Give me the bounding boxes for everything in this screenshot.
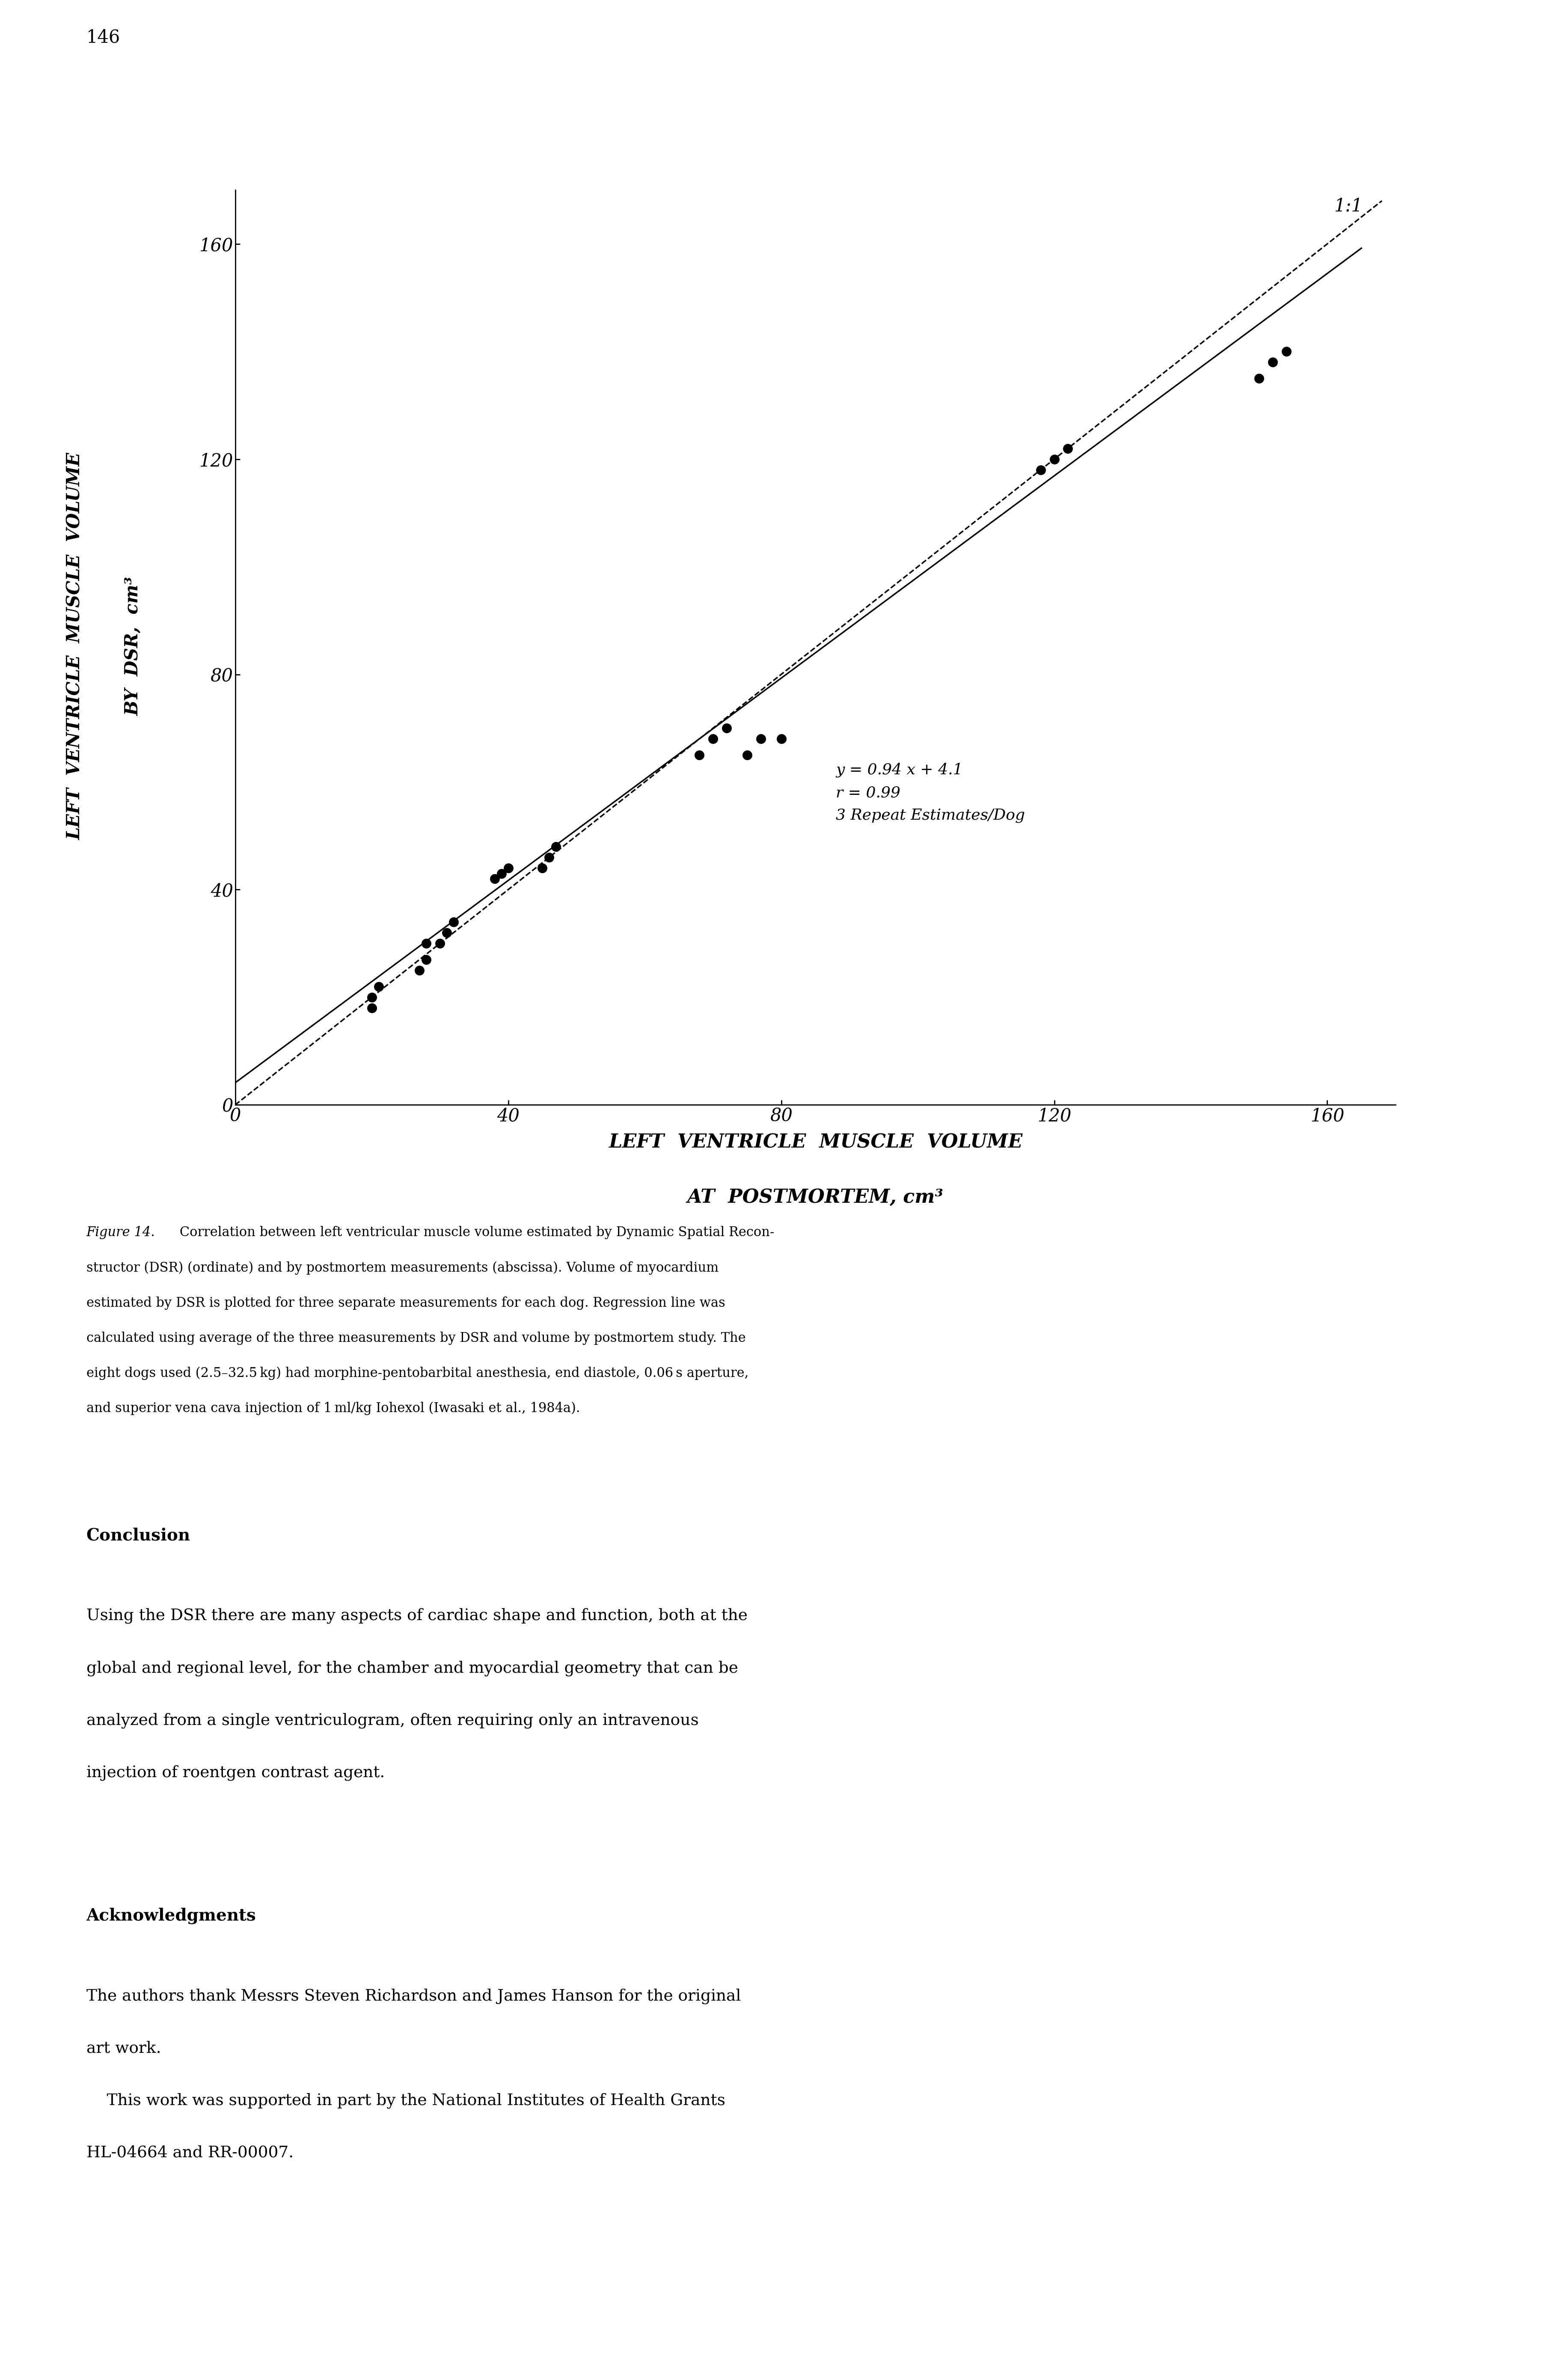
Point <box>768 720 793 758</box>
Text: Acknowledgments: Acknowledgments <box>86 1908 256 1925</box>
Text: structor (DSR) (ordinate) and by postmortem measurements (abscissa). Volume of m: structor (DSR) (ordinate) and by postmor… <box>86 1262 718 1274</box>
Text: calculated using average of the three measurements by DSR and volume by postmort: calculated using average of the three me… <box>86 1331 746 1345</box>
Point <box>734 737 759 775</box>
Text: This work was supported in part by the National Institutes of Health Grants: This work was supported in part by the N… <box>86 2093 724 2108</box>
Point <box>687 737 712 775</box>
Text: Figure 14.: Figure 14. <box>86 1226 155 1240</box>
Point <box>1247 359 1272 397</box>
Text: The authors thank Messrs Steven Richardson and James Hanson for the original: The authors thank Messrs Steven Richards… <box>86 1989 740 2003</box>
Text: LEFT  VENTRICLE  MUSCLE  VOLUME: LEFT VENTRICLE MUSCLE VOLUME <box>66 451 85 841</box>
Point <box>441 903 466 941</box>
Point <box>544 827 569 865</box>
Point <box>1055 430 1080 468</box>
Text: LEFT  VENTRICLE  MUSCLE  VOLUME: LEFT VENTRICLE MUSCLE VOLUME <box>608 1133 1022 1152</box>
Point <box>495 848 521 886</box>
Point <box>359 979 384 1017</box>
Point <box>1273 333 1298 371</box>
Point <box>701 720 726 758</box>
Point <box>530 848 555 886</box>
Point <box>408 950 433 988</box>
Point <box>1041 440 1066 478</box>
Text: Conclusion: Conclusion <box>86 1528 190 1544</box>
Point <box>359 988 384 1026</box>
Point <box>748 720 773 758</box>
Point <box>489 855 514 893</box>
Point <box>414 941 439 979</box>
Text: y = 0.94 x + 4.1
r = 0.99
3 Repeat Estimates/Dog: y = 0.94 x + 4.1 r = 0.99 3 Repeat Estim… <box>836 763 1025 822</box>
Text: estimated by DSR is plotted for three separate measurements for each dog. Regres: estimated by DSR is plotted for three se… <box>86 1297 724 1309</box>
Point <box>713 708 739 746</box>
Point <box>434 915 459 953</box>
Point <box>536 839 561 877</box>
Text: Using the DSR there are many aspects of cardiac shape and function, both at the: Using the DSR there are many aspects of … <box>86 1609 748 1623</box>
Point <box>365 967 390 1005</box>
Point <box>428 924 453 962</box>
Point <box>1261 342 1286 380</box>
Text: and superior vena cava injection of 1 ml/kg Iohexol (Iwasaki et al., 1984a).: and superior vena cava injection of 1 ml… <box>86 1402 580 1416</box>
Text: HL-04664 and RR-00007.: HL-04664 and RR-00007. <box>86 2146 293 2160</box>
Text: art work.: art work. <box>86 2041 162 2055</box>
Text: analyzed from a single ventriculogram, often requiring only an intravenous: analyzed from a single ventriculogram, o… <box>86 1713 698 1727</box>
Point <box>414 924 439 962</box>
Text: global and regional level, for the chamber and myocardial geometry that can be: global and regional level, for the chamb… <box>86 1661 739 1675</box>
Text: 146: 146 <box>86 29 121 48</box>
Text: injection of roentgen contrast agent.: injection of roentgen contrast agent. <box>86 1765 384 1780</box>
Text: 1:1: 1:1 <box>1334 197 1363 216</box>
Text: AT  POSTMORTEM, cm³: AT POSTMORTEM, cm³ <box>687 1188 944 1207</box>
Text: Correlation between left ventricular muscle volume estimated by Dynamic Spatial : Correlation between left ventricular mus… <box>176 1226 775 1240</box>
Point <box>1029 451 1054 489</box>
Point <box>481 860 506 898</box>
Text: BY  DSR,  cm³: BY DSR, cm³ <box>124 577 143 715</box>
Text: eight dogs used (2.5–32.5 kg) had morphine-pentobarbital anesthesia, end diastol: eight dogs used (2.5–32.5 kg) had morphi… <box>86 1366 748 1380</box>
